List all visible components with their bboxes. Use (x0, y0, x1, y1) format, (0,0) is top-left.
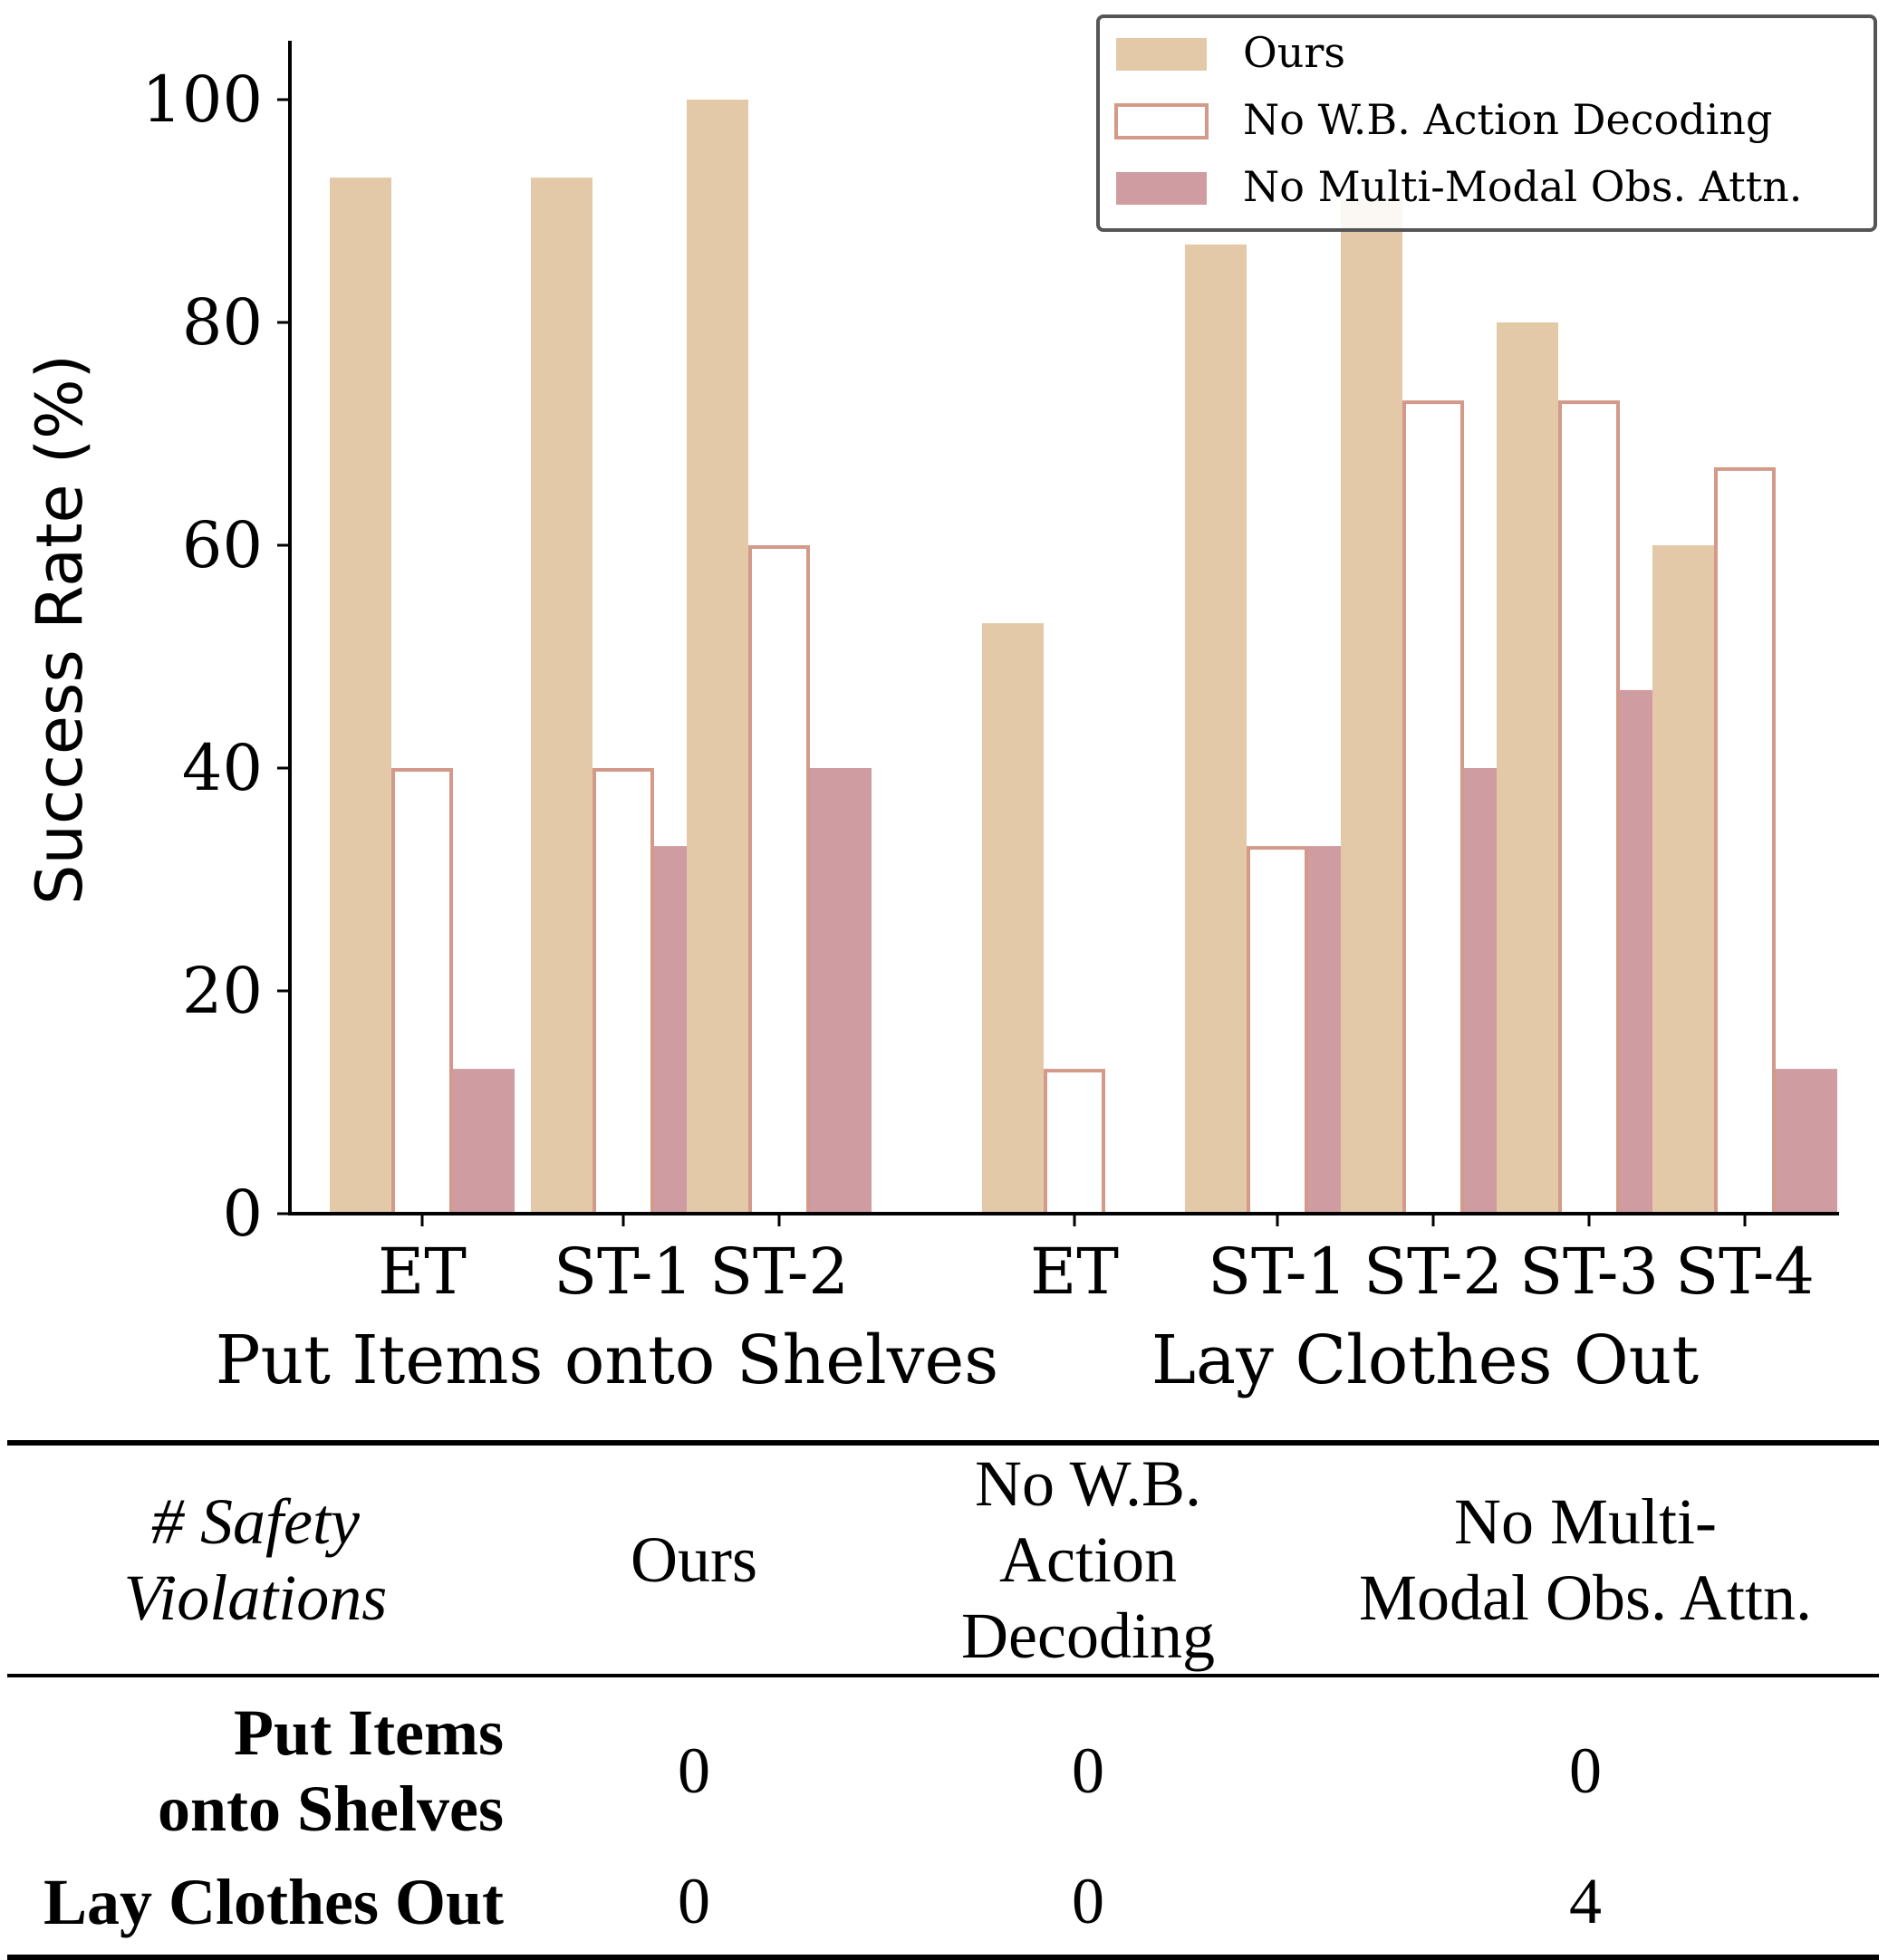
header-no-wb: No W.B. Action Decoding (884, 1443, 1292, 1676)
cell-shelves-ours: 0 (678, 1734, 710, 1807)
header-no-mm-line2: Modal Obs. Attn. (1358, 1561, 1813, 1634)
x-tick-label: ST-3 (1519, 1235, 1659, 1309)
y-tick-label: 100 (141, 62, 263, 137)
bar-clothes-st-2-s1 (1402, 400, 1464, 1216)
bar-clothes-st-1-s1 (1247, 846, 1308, 1215)
y-tick-label: 40 (182, 731, 263, 805)
bar-clothes-st-3-s0 (1497, 322, 1558, 1214)
row-label-shelves: Put Items onto Shelves (7, 1676, 504, 1864)
header-no-wb-line2: Action Decoding (961, 1523, 1215, 1672)
bar-clothes-st-2-s0 (1341, 199, 1402, 1215)
header-no-mm: No Multi- Modal Obs. Attn. (1292, 1443, 1879, 1676)
axes (288, 41, 1839, 1215)
group-label: Lay Clothes Out (1151, 1321, 1699, 1399)
bar-shelves-st-1-s0 (531, 178, 592, 1215)
bar-clothes-st-1-s0 (1185, 244, 1247, 1214)
legend-swatch (1116, 172, 1207, 205)
row-label-clothes: Lay Clothes Out (7, 1864, 504, 1957)
x-tick-label: ST-2 (709, 1235, 849, 1309)
row-label-line2: onto Shelves (157, 1773, 504, 1845)
y-tick-label: 20 (182, 954, 263, 1028)
legend-label: No W.B. Action Decoding (1243, 95, 1772, 144)
group-labels: Put Items onto Shelves Lay Clothes Out (216, 1321, 1700, 1399)
bar-clothes-st-4-s0 (1652, 545, 1714, 1214)
bar-shelves-st-1-s1 (592, 768, 654, 1215)
table-corner-header: # Safety Violations (7, 1443, 504, 1676)
y-tick-label: 60 (182, 508, 263, 582)
corner-line1: # Safety (151, 1485, 360, 1558)
header-ours-label: Ours (631, 1523, 757, 1596)
legend: Ours No W.B. Action Decoding No Multi-Moda… (1096, 14, 1877, 232)
bar-clothes-et-s1 (1044, 1069, 1105, 1215)
header-no-wb-line1: No W.B. (974, 1447, 1202, 1520)
bar-clothes-st-3-s1 (1558, 400, 1620, 1216)
x-tick-label: ST-1 (554, 1235, 693, 1309)
corner-line2: Violations (123, 1561, 388, 1634)
row-label-line1: Put Items (234, 1696, 504, 1769)
legend-swatch (1116, 38, 1207, 71)
table-header-row: # Safety Violations Ours No W.B. Action … (7, 1443, 1879, 1676)
cell-shelves-no-wb: 0 (1072, 1734, 1104, 1807)
group-label: Put Items onto Shelves (216, 1321, 999, 1399)
x-tick-label: ET (378, 1235, 467, 1309)
bar-shelves-et-s0 (330, 178, 391, 1215)
bar-clothes-st-4-s1 (1714, 466, 1776, 1215)
safety-violations-table: # Safety Violations Ours No W.B. Action … (7, 1440, 1879, 1960)
bar-clothes-et-s0 (982, 623, 1044, 1214)
bar-shelves-st-2-s1 (748, 545, 810, 1215)
y-tick-label: 0 (222, 1177, 263, 1251)
x-tick-label: ST-2 (1363, 1235, 1503, 1309)
header-ours: Ours (504, 1443, 884, 1676)
x-tick-label: ST-4 (1675, 1235, 1815, 1309)
table-row: Lay Clothes Out 0 0 4 (7, 1864, 1879, 1957)
x-ticks: ET ST-1 ST-2 ET ST-1 ST-2 ST-3 ST-4 (378, 1214, 1815, 1309)
y-axis-label: Success Rate (%) (23, 354, 97, 905)
cell-clothes-no-wb: 0 (1072, 1865, 1104, 1937)
legend-label: No Multi-Modal Obs. Attn. (1243, 162, 1802, 211)
cell-clothes-no-mm: 4 (1569, 1865, 1602, 1937)
table-row: Put Items onto Shelves 0 0 0 (7, 1676, 1879, 1864)
x-tick-label: ET (1030, 1235, 1119, 1309)
bar-shelves-et-s1 (391, 768, 453, 1215)
bar-shelves-st-2-s2 (810, 768, 872, 1214)
legend-label: Ours (1243, 28, 1345, 77)
cell-clothes-ours: 0 (678, 1865, 710, 1937)
bar-shelves-et-s2 (453, 1069, 515, 1214)
bars-layer (330, 100, 1837, 1216)
row-label-line1: Lay Clothes Out (43, 1866, 504, 1938)
y-tick-label: 80 (182, 285, 263, 360)
header-no-mm-line1: No Multi- (1453, 1485, 1717, 1558)
cell-shelves-no-mm: 0 (1569, 1734, 1602, 1807)
x-tick-label: ST-1 (1208, 1235, 1347, 1309)
y-ticks: 0 20 40 60 80 100 (141, 62, 290, 1251)
legend-swatch (1114, 103, 1209, 139)
bar-shelves-st-2-s0 (687, 100, 748, 1214)
bar-clothes-st-4-s2 (1776, 1069, 1837, 1214)
